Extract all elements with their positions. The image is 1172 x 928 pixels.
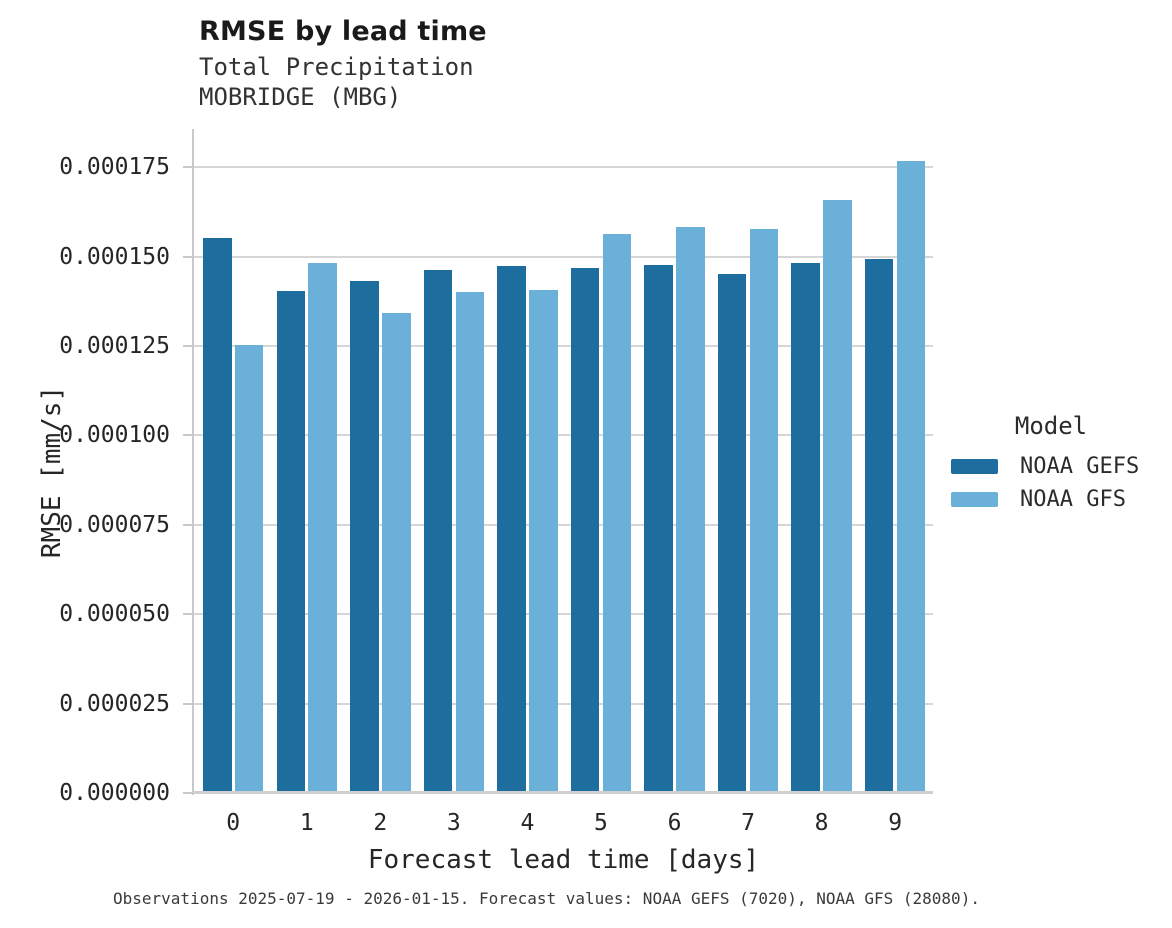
- bar-noaa-gfs: [602, 234, 632, 792]
- gridline: [194, 166, 933, 169]
- bar-noaa-gfs: [529, 290, 558, 792]
- y-tick-label: 0.000175: [59, 154, 170, 181]
- y-axis-tick: [183, 345, 192, 348]
- y-axis-tick: [183, 613, 192, 616]
- x-axis-baseline: [194, 791, 933, 794]
- y-tick-label: 0.000050: [59, 601, 170, 628]
- bar-noaa-gefs: [717, 273, 747, 792]
- y-axis-tick: [183, 434, 192, 437]
- legend-row-gfs: NOAA GFS: [945, 483, 1165, 516]
- bar-noaa-gfs: [823, 200, 852, 792]
- bar-noaa-gefs: [864, 259, 894, 792]
- x-tick-label: 0: [226, 810, 241, 836]
- gefs-swatch-icon: [951, 459, 998, 474]
- x-tick-label: 2: [373, 810, 388, 836]
- y-tick-label: 0.000025: [59, 690, 170, 717]
- bar-noaa-gfs: [749, 228, 779, 792]
- x-tick-label: 9: [888, 810, 903, 836]
- bar-noaa-gefs: [497, 266, 526, 792]
- bar-noaa-gefs: [644, 264, 673, 792]
- subtitle-variable: Total Precipitation: [199, 53, 474, 81]
- bar-noaa-gefs: [570, 268, 600, 792]
- y-tick-label: 0.000150: [59, 243, 170, 270]
- bar-noaa-gefs: [203, 237, 232, 792]
- caption: Observations 2025-07-19 - 2026-01-15. Fo…: [113, 889, 980, 908]
- x-tick-label: 6: [667, 810, 682, 836]
- legend-row-gefs: NOAA GEFS: [945, 450, 1165, 483]
- legend: Model NOAA GEFS NOAA GFS: [945, 412, 1165, 516]
- bar-noaa-gfs: [676, 227, 705, 792]
- gfs-swatch-icon: [951, 492, 998, 507]
- legend-title: Model: [1014, 412, 1088, 440]
- bar-noaa-gfs: [382, 312, 411, 792]
- legend-label-gefs: NOAA GEFS: [1020, 454, 1140, 479]
- bar-noaa-gfs: [308, 262, 337, 792]
- y-tick-label: 0.000100: [59, 422, 170, 449]
- gridline: [194, 434, 933, 437]
- y-tick-label: 0.000075: [59, 511, 170, 538]
- chart-subtitle: Total Precipitation MOBRIDGE (MBG): [199, 52, 474, 112]
- bar-noaa-gefs: [350, 280, 379, 792]
- y-axis-tick: [183, 166, 192, 169]
- chart-title: RMSE by lead time: [199, 16, 487, 47]
- x-tick-label: 3: [446, 810, 461, 836]
- bar-noaa-gefs: [791, 262, 820, 792]
- y-axis-tick: [183, 523, 192, 526]
- y-axis-tick: [183, 255, 192, 258]
- gridline: [194, 345, 933, 348]
- y-axis-tick: [183, 792, 192, 794]
- bar-noaa-gfs: [455, 292, 485, 792]
- plot-area: 0.000000 0.000025 0.000050 0.000075 0.000100…: [59, 129, 933, 836]
- gridline: [194, 523, 933, 526]
- legend-label-gfs: NOAA GFS: [1020, 487, 1126, 512]
- x-tick-label: 1: [299, 810, 314, 836]
- bar-noaa-gfs: [234, 345, 264, 792]
- x-tick-label: 4: [520, 810, 535, 836]
- y-axis-title: RMSE [mm/s]: [37, 385, 67, 559]
- y-tick-label: 0.000125: [59, 333, 170, 360]
- gridline: [194, 613, 933, 616]
- x-tick-label: 5: [594, 810, 608, 836]
- y-tick-label: 0.000000: [59, 780, 170, 806]
- x-axis-title: Forecast lead time [days]: [367, 845, 760, 875]
- x-tick-label: 7: [741, 810, 755, 836]
- gridline: [194, 702, 933, 705]
- bar-noaa-gefs: [276, 291, 306, 792]
- bar-noaa-gefs: [423, 269, 453, 792]
- gridline: [194, 255, 933, 258]
- y-axis-tick: [183, 702, 192, 705]
- bar-noaa-gfs: [896, 160, 926, 792]
- y-axis-spine: [192, 129, 194, 795]
- subtitle-station: MOBRIDGE (MBG): [199, 83, 402, 111]
- x-tick-label: 8: [814, 810, 829, 836]
